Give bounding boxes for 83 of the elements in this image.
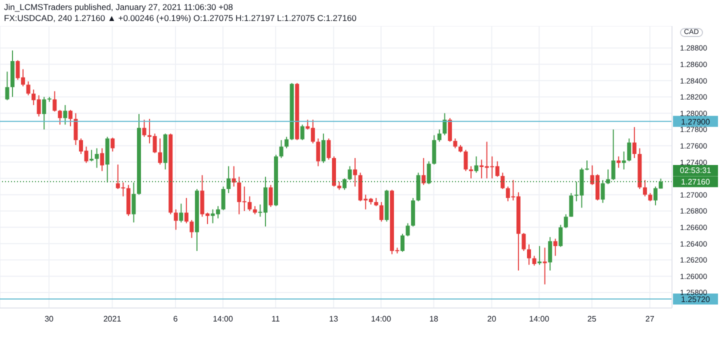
candlestick: [453, 138, 458, 149]
chart-title: Jin_LCMSTraders published, January 27, 2021 11:06:30 +08: [4, 2, 233, 12]
x-tick-label: 20: [487, 314, 497, 324]
candlestick: [584, 160, 589, 171]
candlestick: [348, 166, 352, 181]
candlestick: [52, 90, 57, 112]
candlestick: [500, 172, 505, 190]
chart-subtitle: FX:USDCAD, 240 1.27160 ▲ +0.00246 (+0.19%) O:1.27075 H:1.27197 L:1.27075 C:1.27160: [4, 13, 356, 23]
candlestick: [642, 180, 647, 197]
candlestick: [442, 112, 447, 136]
candlestick: [226, 166, 231, 194]
x-tick-label: 11: [271, 314, 280, 324]
candlestick: [284, 136, 289, 149]
candlestick: [464, 149, 468, 172]
candlestick: [527, 244, 532, 266]
candlestick: [142, 119, 146, 138]
candlestick: [110, 137, 115, 152]
candlestick: [221, 186, 226, 211]
candlestick: [58, 109, 62, 126]
candlestick: [132, 182, 136, 223]
x-tick-label: 2021: [103, 314, 122, 324]
candlestick: [564, 214, 568, 229]
candlestick: [248, 196, 252, 212]
candlestick: [42, 96, 46, 130]
candlestick: [190, 219, 194, 238]
candlestick: [542, 247, 547, 285]
candlestick: [74, 112, 78, 146]
ref-line-label: 1.25720: [681, 295, 711, 304]
candlestick: [432, 134, 436, 166]
candlestick: [158, 138, 162, 166]
candlestick: [553, 238, 558, 256]
candlestick: [94, 148, 99, 168]
ref-line-label: 1.27160: [681, 178, 711, 187]
candlestick: [179, 203, 184, 223]
candlestick: [532, 255, 536, 266]
candlestick: [26, 80, 30, 96]
candlestick: [68, 109, 72, 127]
candlestick: [279, 140, 284, 159]
candlestick: [448, 118, 452, 142]
candlestick: [632, 126, 636, 159]
candlestick: [474, 156, 478, 174]
text: 02:53:31: [673, 165, 718, 176]
candlestick: [90, 149, 94, 162]
candlestick: [379, 202, 384, 222]
candlestick: [611, 129, 616, 181]
x-tick-label: 13: [329, 314, 339, 324]
candlestick: [627, 138, 632, 162]
candlestick: [558, 224, 563, 248]
candlestick: [538, 246, 542, 266]
candlestick: [522, 232, 526, 252]
candlestick: [184, 197, 188, 224]
candlestick: [353, 158, 358, 188]
candlestick: [622, 151, 626, 170]
candlestick: [400, 233, 405, 252]
candlestick: [5, 71, 10, 101]
candlestick: [600, 180, 605, 204]
x-tick-label: 14:00: [529, 314, 550, 324]
x-tick-label: 14:00: [212, 314, 234, 324]
ref-line-label: 1.27900: [681, 117, 711, 126]
candlestick: [316, 138, 320, 167]
candlestick: [232, 166, 236, 188]
candlestick: [321, 133, 326, 164]
x-tick-label: 14:00: [371, 314, 392, 324]
x-tick-label: 30: [44, 314, 54, 324]
candlestick: [326, 138, 331, 160]
x-tick-label: 27: [645, 314, 655, 324]
candlestick: [426, 160, 431, 185]
x-tick-label: 18: [429, 314, 439, 324]
candlestick: [300, 124, 304, 141]
candlestick: [548, 236, 552, 272]
x-tick-label: 6: [173, 314, 178, 324]
candlestick: [469, 166, 474, 179]
candlestick: [268, 184, 273, 208]
candlestick: [437, 129, 442, 142]
candlestick: [422, 158, 426, 186]
candlestick: [616, 156, 621, 168]
candlestick: [569, 192, 574, 218]
candlestick: [63, 104, 68, 126]
candlestick: [174, 208, 178, 230]
candlestick: [100, 148, 104, 172]
candlestick: [406, 222, 410, 237]
candlestick: [606, 168, 610, 185]
x-tick-label: 25: [587, 314, 597, 324]
